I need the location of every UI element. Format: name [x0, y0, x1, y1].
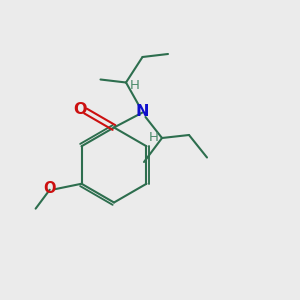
Text: O: O — [73, 102, 87, 117]
Text: O: O — [44, 181, 56, 196]
Text: N: N — [136, 104, 149, 119]
Text: H: H — [149, 131, 158, 144]
Text: H: H — [130, 79, 139, 92]
